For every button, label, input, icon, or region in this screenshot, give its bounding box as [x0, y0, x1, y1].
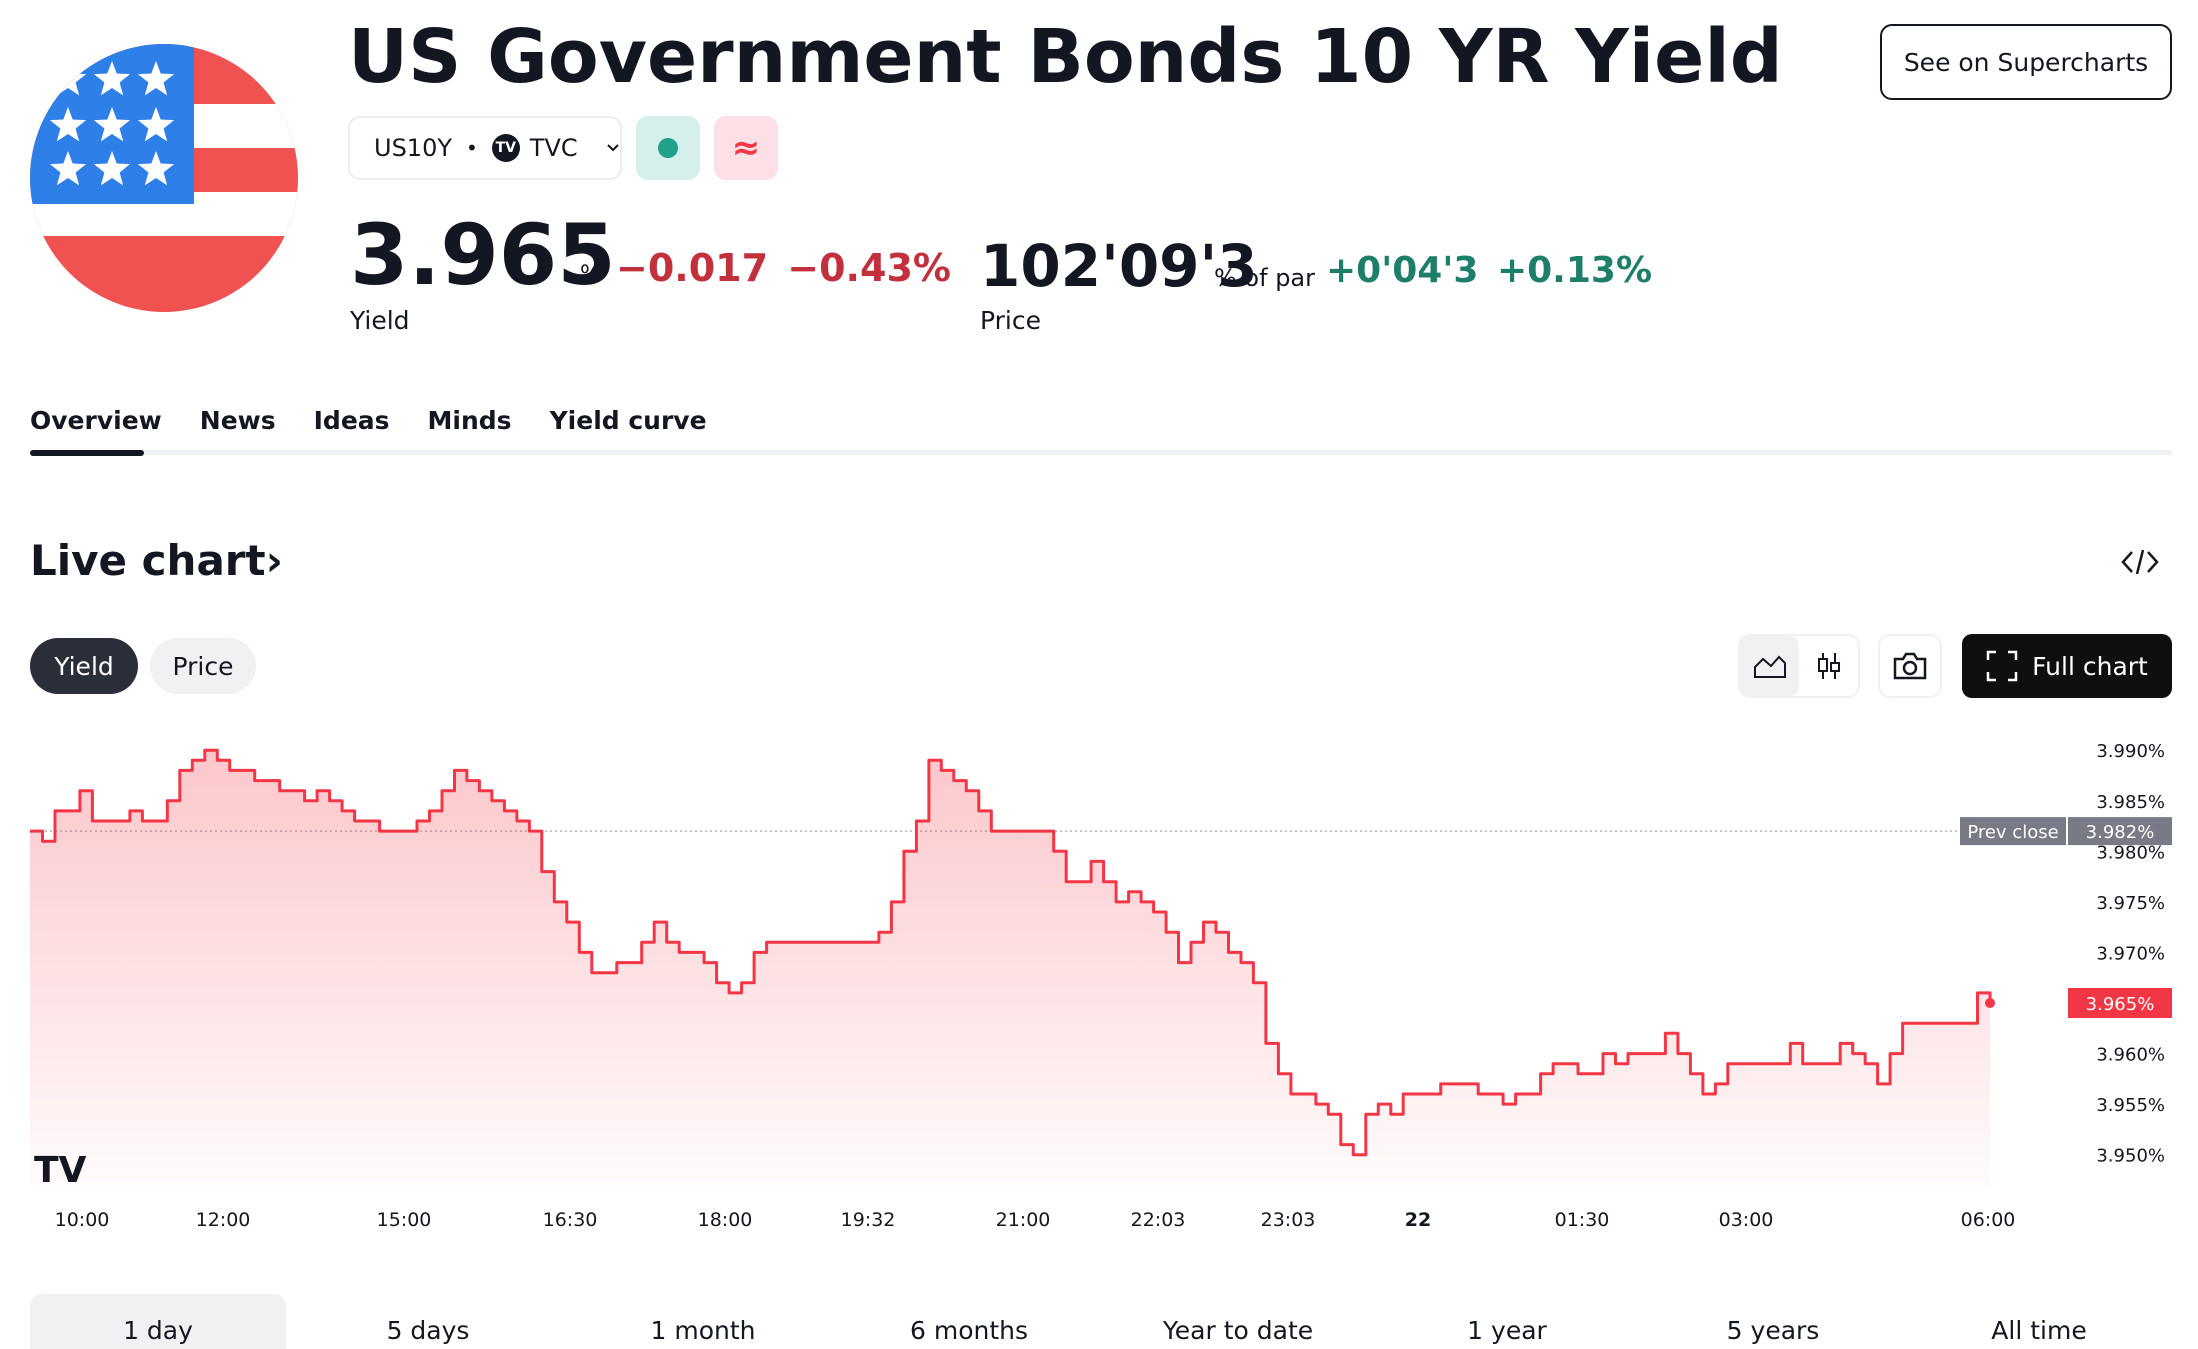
tab-bar: Overview News Ideas Minds Yield curve — [30, 406, 707, 435]
price-change-pct: +0.13% — [1496, 250, 1653, 291]
chart-canvas[interactable]: 3.990% 3.985% 3.980% 3.975% 3.970% 3.965% 3.96… — [0, 720, 2198, 1240]
delayed-data-icon[interactable]: ≈ — [714, 116, 778, 180]
range-5-days[interactable]: 5 days — [386, 1315, 470, 1345]
x-tick-label: 10:00 — [55, 1209, 110, 1231]
last-point — [1985, 998, 1995, 1008]
tab-ideas[interactable]: Ideas — [313, 406, 390, 435]
live-chart-heading[interactable]: Live chart› — [30, 536, 283, 585]
yield-value: 3.965 — [350, 206, 616, 304]
yield-unit: % — [580, 262, 601, 287]
x-tick-label: 22 — [1405, 1209, 1431, 1231]
price-label: Price — [980, 306, 1041, 335]
market-status-dot — [658, 138, 678, 158]
flag-star — [137, 61, 175, 96]
series-area — [30, 750, 1990, 1185]
price-change: +0'04'3 +0.13% — [1326, 250, 1652, 291]
live-chart[interactable]: 3.990% 3.985% 3.980% 3.975% 3.970% 3.965% 3.96… — [0, 720, 2198, 1240]
x-tick-label: 15:00 — [377, 1209, 432, 1231]
y-tick-label: 3.960% — [2096, 1045, 2165, 1066]
range-1-month[interactable]: 1 month — [650, 1315, 756, 1345]
last-value-label: 3.965% — [2086, 994, 2155, 1015]
x-tick-label: 23:03 — [1261, 1209, 1316, 1231]
flag-star — [49, 107, 87, 142]
x-tick-label: 16:30 — [543, 1209, 598, 1231]
tradingview-watermark-icon: TV — [34, 1150, 87, 1191]
flag-star — [137, 107, 175, 142]
x-tick-label: 06:00 — [1961, 1209, 2016, 1231]
yield-change: −0.017 −0.43% — [616, 246, 951, 290]
price-change-abs: +0'04'3 — [1326, 250, 1479, 291]
y-tick-label: 3.975% — [2096, 893, 2165, 914]
prev-close-value: 3.982% — [2086, 822, 2155, 843]
x-tick-label: 01:30 — [1555, 1209, 1610, 1231]
last-value-badge — [2068, 988, 2172, 1018]
prev-close-value-badge — [2068, 817, 2172, 846]
range-selector: 1 day 5 days 1 month 6 months Year to da… — [30, 1294, 2172, 1349]
chart-type-switcher — [1738, 634, 1860, 698]
camera-icon — [1893, 652, 1927, 680]
yield-toggle[interactable]: Yield — [30, 638, 138, 694]
see-on-supercharts-button[interactable]: See on Supercharts — [1880, 24, 2172, 100]
flag-star — [93, 151, 131, 186]
range-year-to-date[interactable]: Year to date — [1162, 1315, 1314, 1345]
x-tick-label: 19:32 — [841, 1209, 896, 1231]
y-tick-label: 3.955% — [2096, 1095, 2165, 1116]
y-tick-label: 3.950% — [2096, 1146, 2165, 1167]
range-1-day[interactable]: 1 day — [30, 1294, 286, 1349]
y-tick-label: 3.970% — [2096, 943, 2165, 964]
range-1-year[interactable]: 1 year — [1467, 1315, 1547, 1345]
full-chart-button[interactable]: Full chart — [1962, 634, 2172, 698]
x-tick-label: 22:03 — [1131, 1209, 1186, 1231]
exchange-name: TVC — [529, 134, 578, 162]
y-tick-label: 3.980% — [2096, 842, 2165, 863]
flag-star — [49, 151, 87, 186]
tab-news[interactable]: News — [199, 406, 276, 435]
series-line — [30, 748, 1992, 1157]
area-chart-button[interactable] — [1740, 636, 1799, 696]
flag-star — [93, 61, 131, 96]
x-tick-label: 18:00 — [698, 1209, 753, 1231]
candlestick-icon — [1817, 653, 1840, 679]
tab-active-indicator — [30, 450, 144, 456]
market-status-icon[interactable] — [636, 116, 700, 180]
tab-minds[interactable]: Minds — [427, 406, 512, 435]
y-tick-label: 3.990% — [2096, 741, 2165, 762]
yield-label: Yield — [350, 306, 410, 335]
x-tick-label: 03:00 — [1719, 1209, 1774, 1231]
price-toggle[interactable]: Price — [150, 638, 256, 694]
page-title: US Government Bonds 10 YR Yield — [348, 14, 1783, 100]
area-chart-icon — [1753, 655, 1786, 678]
flag-star — [93, 107, 131, 142]
tab-overview[interactable]: Overview — [30, 406, 162, 435]
snapshot-button[interactable] — [1878, 634, 1942, 698]
tradingview-logo-icon: TV — [491, 134, 520, 162]
yield-change-abs: −0.017 — [616, 246, 769, 290]
full-chart-label: Full chart — [2032, 651, 2148, 681]
price-unit: % of par — [1214, 264, 1316, 292]
range-5-years[interactable]: 5 years — [1726, 1315, 1820, 1345]
fullscreen-icon — [1986, 650, 2018, 682]
chevron-right-icon: › — [265, 536, 283, 585]
separator-dot: • — [466, 136, 478, 160]
chevron-down-icon — [606, 144, 619, 152]
y-tick-label: 3.985% — [2096, 792, 2165, 813]
candlestick-button[interactable] — [1799, 636, 1858, 696]
tab-yield-curve[interactable]: Yield curve — [549, 406, 707, 435]
price-value: 102'09'3 — [980, 232, 1258, 300]
x-tick-label: 21:00 — [996, 1209, 1051, 1231]
x-tick-label: 12:00 — [196, 1209, 251, 1231]
embed-code-icon[interactable] — [2120, 546, 2160, 578]
live-chart-title: Live chart — [30, 536, 266, 585]
tab-divider — [30, 450, 2172, 455]
flag-star — [137, 151, 175, 186]
yield-change-pct: −0.43% — [787, 246, 951, 290]
symbol-selector[interactable]: US10Y • TV TVC — [348, 116, 622, 180]
range-6-months[interactable]: 6 months — [909, 1315, 1029, 1345]
range-all-time[interactable]: All time — [1991, 1315, 2087, 1345]
prev-close-label: Prev close — [1967, 822, 2058, 843]
prev-close-badge — [1960, 817, 2066, 846]
us-flag-icon — [30, 44, 298, 312]
symbol-ticker: US10Y — [374, 134, 452, 162]
